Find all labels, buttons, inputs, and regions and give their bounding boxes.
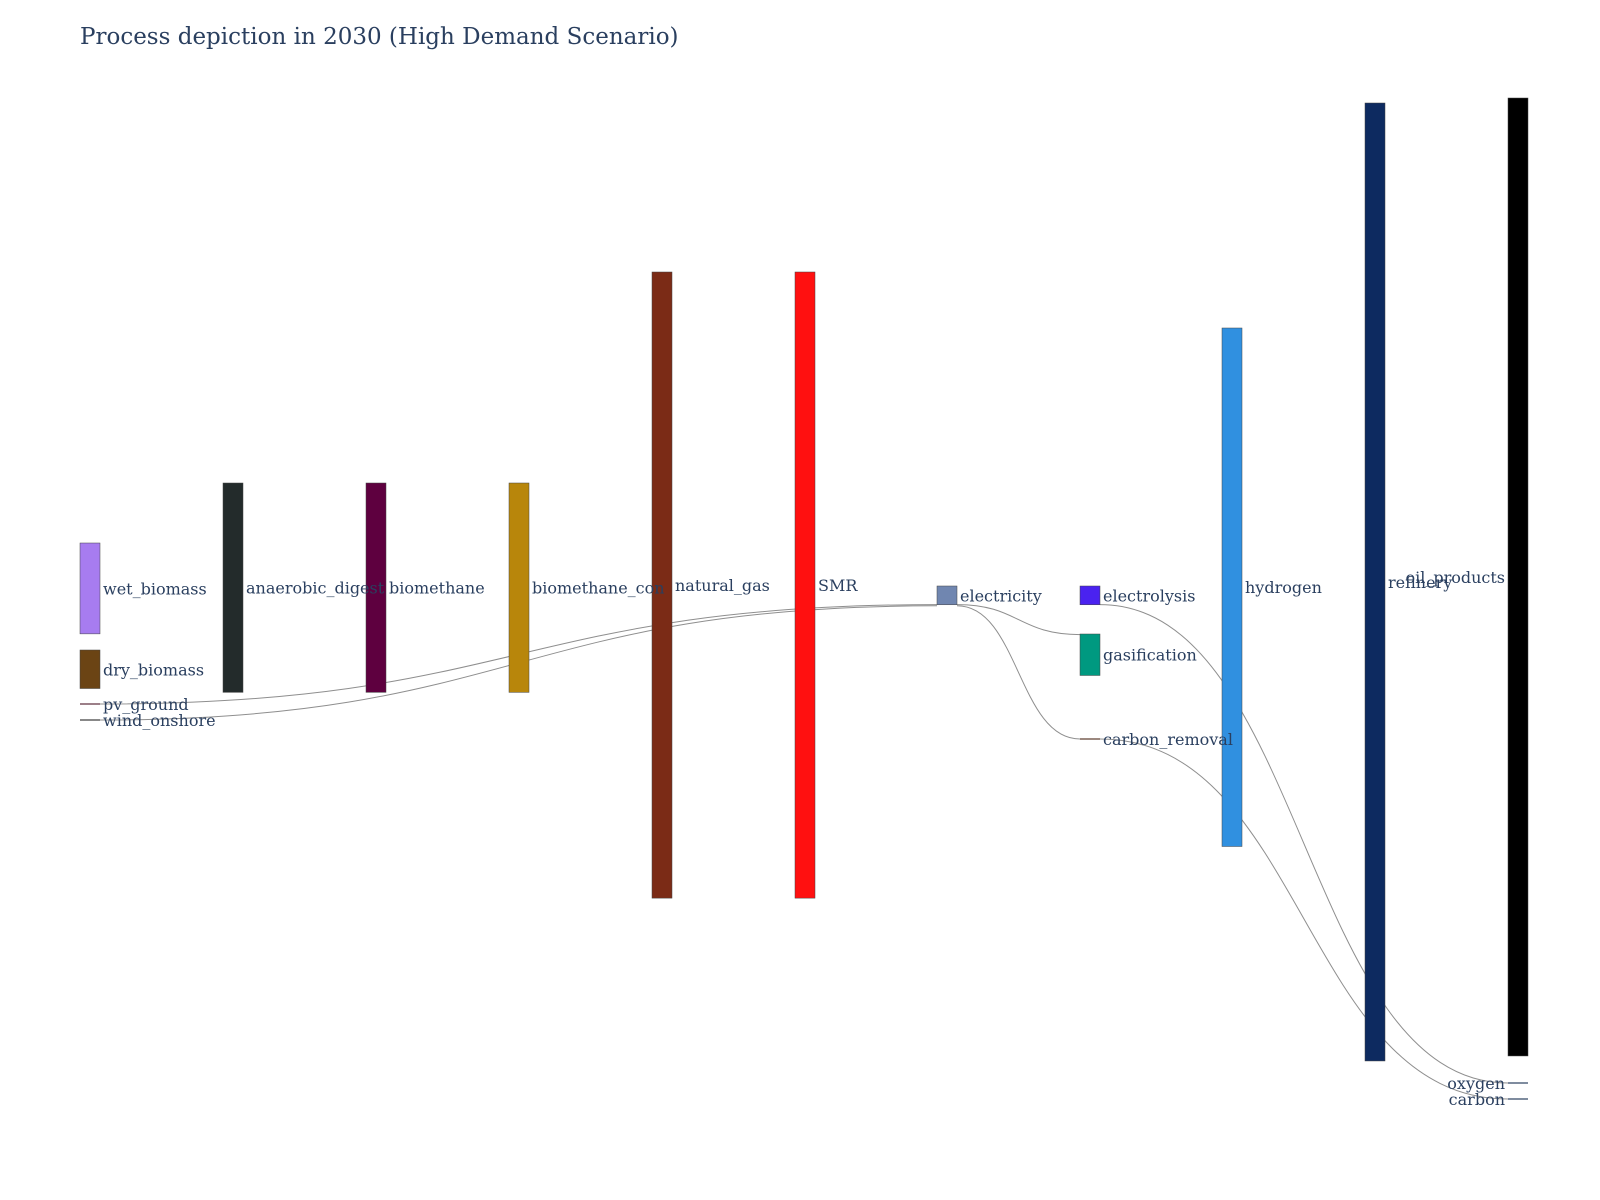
node-label-hydrogen: hydrogen xyxy=(1245,578,1322,597)
node-label-biomethane_conversion: biomethane_con xyxy=(532,579,665,598)
node-label-refinery: refinery xyxy=(1388,573,1452,592)
node-wind_onshore[interactable] xyxy=(80,719,100,721)
link-electrolysis-to-hydrogen[interactable] xyxy=(1100,586,1222,828)
node-pv_ground[interactable] xyxy=(80,703,100,705)
node-label-carbon_removal: carbon_removal xyxy=(1103,730,1233,749)
link-electricity-to-carbon_removal[interactable] xyxy=(956,605,1081,740)
node-label-oil_products: oil_products xyxy=(1405,568,1505,587)
node-label-electrolysis: electrolysis xyxy=(1103,586,1195,605)
node-anaerobic_digestion[interactable] xyxy=(222,482,244,693)
node-biomethane_conversion[interactable] xyxy=(508,482,530,693)
node-label-wet_biomass: wet_biomass xyxy=(103,579,207,598)
link-hydrogen-to-refinery[interactable] xyxy=(1242,103,1365,845)
node-label-anaerobic_digestion: anaerobic_digest xyxy=(246,579,385,598)
node-oxygen[interactable] xyxy=(1508,1082,1528,1084)
node-label-carbon: carbon xyxy=(1449,1090,1505,1109)
link-SMR-to-electricity[interactable] xyxy=(815,586,937,779)
chart-title: Process depiction in 2030 (High Demand S… xyxy=(80,24,679,50)
node-natural_gas[interactable] xyxy=(651,271,673,899)
labels-layer: wet_biomass dry_biomass pv_groundwind_onsh… xyxy=(103,568,1505,1109)
link-electrolysis-to-oxygen[interactable] xyxy=(1099,604,1509,1084)
link-carbon_removal-to-carbon[interactable] xyxy=(1099,738,1509,1100)
node-label-biomethane: biomethane xyxy=(389,579,485,598)
node-carbon_removal[interactable] xyxy=(1080,738,1100,740)
node-refinery[interactable] xyxy=(1364,102,1386,1062)
node-label-electricity: electricity xyxy=(960,586,1042,605)
node-carbon[interactable] xyxy=(1508,1098,1528,1100)
node-label-dry_biomass: dry_biomass xyxy=(103,660,204,679)
node-SMR[interactable] xyxy=(794,271,816,899)
node-electricity[interactable] xyxy=(936,585,958,606)
node-electrolysis[interactable] xyxy=(1079,585,1101,606)
node-oil_products[interactable] xyxy=(1507,97,1529,1057)
node-gasification[interactable] xyxy=(1079,633,1101,676)
node-label-gasification: gasification xyxy=(1103,646,1197,665)
node-label-pv_ground: pv_ground xyxy=(103,695,189,714)
node-hydrogen[interactable] xyxy=(1221,327,1243,847)
node-label-SMR: SMR xyxy=(818,576,858,595)
node-label-oxygen: oxygen xyxy=(1447,1074,1505,1093)
link-electricity-to-gasification[interactable] xyxy=(956,604,1081,636)
node-biomethane[interactable] xyxy=(365,482,387,693)
node-dry_biomass[interactable] xyxy=(79,649,101,689)
node-label-natural_gas: natural_gas xyxy=(675,576,770,595)
link-wet_biomass-to-anaerobic_digestion[interactable] xyxy=(100,543,223,667)
node-label-wind_onshore: wind_onshore xyxy=(103,711,216,730)
nodes-layer xyxy=(79,97,1529,1100)
node-wet_biomass[interactable] xyxy=(79,542,101,635)
